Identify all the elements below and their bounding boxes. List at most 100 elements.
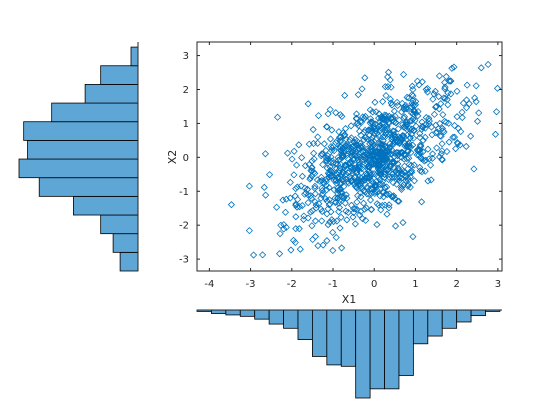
scatter-point xyxy=(400,181,408,189)
scatter-point xyxy=(462,96,471,104)
scatter-point xyxy=(407,109,416,117)
scatter-point xyxy=(287,246,295,254)
x-tick-label: 1 xyxy=(412,279,418,290)
scatter-point xyxy=(329,228,337,236)
scatter-point xyxy=(326,135,335,143)
scatter-point xyxy=(404,143,412,151)
y-tick-label: 1 xyxy=(183,119,189,130)
x1-histogram-bar xyxy=(456,309,472,323)
scatter-point xyxy=(312,204,320,212)
y-tick-label: 3 xyxy=(183,51,189,62)
scatter-point xyxy=(445,138,453,146)
scatter-point xyxy=(397,185,406,193)
scatter-point xyxy=(373,129,381,137)
scatter-point xyxy=(368,138,376,146)
scatter-point xyxy=(337,133,345,141)
scatter-point xyxy=(380,193,388,201)
scatter-point xyxy=(425,155,433,163)
scatter-point xyxy=(426,161,435,169)
scatter-point xyxy=(401,139,409,147)
scatter-point xyxy=(386,95,394,103)
scatter-point xyxy=(413,151,421,159)
scatter-point xyxy=(353,198,361,206)
scatter-point xyxy=(326,169,334,177)
scatter-point xyxy=(322,146,330,154)
scatter-point xyxy=(341,125,350,133)
scatter-point xyxy=(389,179,397,187)
scatter-point xyxy=(319,241,327,249)
scatter-point xyxy=(304,199,312,207)
scatter-point xyxy=(345,179,353,187)
x2-histogram-bar xyxy=(100,65,139,85)
scatter-point xyxy=(381,111,389,119)
y-axis-label: X2 xyxy=(166,150,179,165)
scatter-point xyxy=(409,92,417,100)
x1-histogram-bar xyxy=(412,309,429,345)
x1-histogram-bar xyxy=(369,309,385,390)
scatter-point xyxy=(286,178,294,186)
x-tick-label: -1 xyxy=(328,279,338,290)
scatter-point xyxy=(407,148,415,157)
scatter-point xyxy=(288,155,296,163)
scatter-point xyxy=(376,121,385,129)
scatter-point xyxy=(305,140,313,148)
scatter-point xyxy=(341,199,349,207)
scatter-point xyxy=(366,196,375,204)
scatter-point xyxy=(458,114,466,122)
x2-histogram-bar xyxy=(18,158,139,179)
scatter-point xyxy=(306,208,315,216)
scatter-point xyxy=(428,131,436,139)
scatter-point xyxy=(314,139,322,147)
scatter-point xyxy=(318,184,326,192)
scatter-point xyxy=(385,119,393,127)
scatter-point xyxy=(353,137,361,145)
scatter-point xyxy=(361,74,369,82)
scatter-point xyxy=(452,145,460,153)
scatter-point xyxy=(359,113,367,121)
scatter-point xyxy=(347,174,356,182)
scatter-point xyxy=(387,150,395,158)
scatter-point xyxy=(280,225,288,233)
y-tick-label: 2 xyxy=(183,85,189,96)
x1-histogram-bar xyxy=(283,309,299,329)
scatter-point xyxy=(326,105,334,114)
scatter-point xyxy=(373,200,381,208)
scatter-point xyxy=(453,87,461,95)
scatter-point xyxy=(357,131,365,139)
scatter-point xyxy=(327,143,335,151)
scatter-point xyxy=(362,148,370,156)
scatter-point xyxy=(365,190,373,198)
scatter-point xyxy=(295,141,303,149)
scatter-point xyxy=(325,196,333,204)
scatter-point xyxy=(462,142,470,150)
scatter-point xyxy=(394,101,402,110)
scatter-point xyxy=(448,64,456,72)
scatter-point xyxy=(417,142,425,150)
scatter-point xyxy=(379,161,387,170)
x-tick-label: 2 xyxy=(453,279,459,290)
scatter-point xyxy=(380,123,388,132)
scatter-point xyxy=(332,109,340,117)
scatter-point xyxy=(307,167,315,175)
scatter-point xyxy=(337,193,345,201)
x1-histogram-bar xyxy=(211,309,227,314)
scatter-point xyxy=(347,163,355,171)
scatter-point xyxy=(328,157,337,165)
scatter-point xyxy=(411,101,420,109)
scatter-point xyxy=(323,210,331,218)
scatter-point xyxy=(340,149,348,157)
scatter-point xyxy=(336,224,344,232)
scatter-point xyxy=(467,132,475,140)
scatter-point xyxy=(292,213,300,221)
scatter-point xyxy=(367,189,375,198)
scatter-point xyxy=(333,174,341,182)
scatter-point xyxy=(313,176,322,184)
scatter-point xyxy=(419,136,427,144)
scatter-point xyxy=(453,139,461,147)
scatter-point xyxy=(352,110,361,118)
scatter-point xyxy=(375,169,383,177)
scatter-point xyxy=(359,215,367,223)
scatter-point xyxy=(279,196,287,204)
scatter-point xyxy=(379,114,387,122)
scatter-point xyxy=(383,210,391,218)
